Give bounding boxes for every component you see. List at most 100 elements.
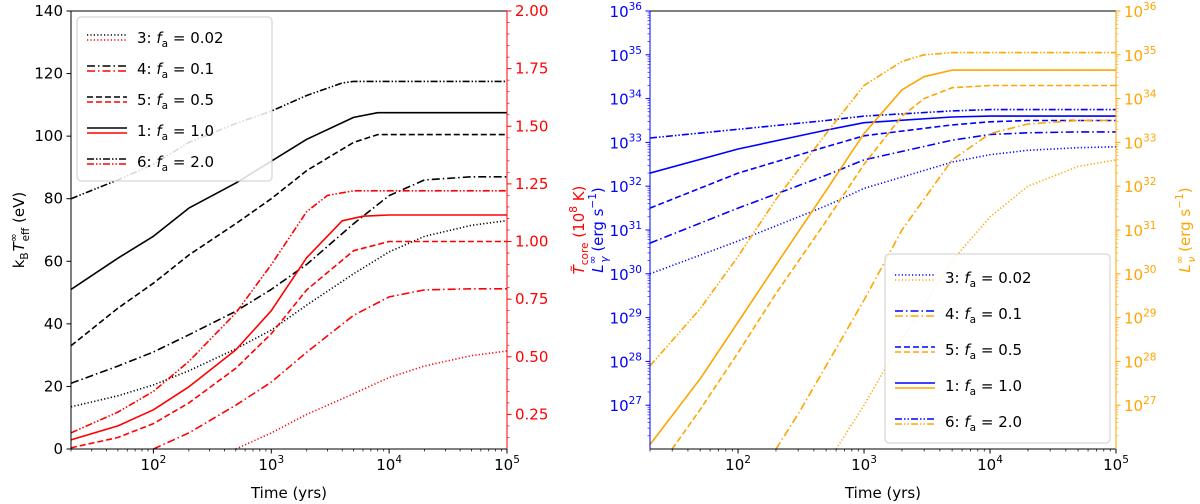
right-y-axis-label: T̃core (108 K) <box>568 186 591 275</box>
y-tick-base: 10 <box>1124 91 1143 109</box>
label-main-sup: ∞ <box>587 256 599 265</box>
legend-value: = 0.02 <box>976 269 1032 287</box>
legend-id: 4: <box>137 60 156 78</box>
series-group <box>650 51 1116 449</box>
right-y-tick-label: 1031 <box>1124 220 1156 240</box>
legend-f-sub: a <box>970 422 976 434</box>
label-main-sup: ∞ <box>1174 255 1186 264</box>
left-y-tick-label: 1028 <box>610 351 642 371</box>
label-unit: (10 <box>570 213 588 243</box>
x-tick-base: 10 <box>977 456 996 474</box>
legend-label-4: 4: fa = 0.1 <box>945 305 1022 326</box>
label-unit-end: K) <box>570 186 588 206</box>
y-tick-exponent: 34 <box>629 89 643 101</box>
y-tick-exponent: 32 <box>629 176 642 188</box>
right-y-tick-label: 1.50 <box>515 117 548 135</box>
y-tick-exponent: 29 <box>1143 308 1156 320</box>
x-tick-base: 10 <box>1103 456 1122 474</box>
x-tick-exponent: 5 <box>1122 454 1129 466</box>
left-y-tick-label: 1029 <box>610 308 642 328</box>
legend-id: 5: <box>945 341 964 359</box>
series-left-6-line <box>650 108 1116 139</box>
left-y-tick-label: 1033 <box>610 132 642 152</box>
legend-value: = 0.02 <box>168 29 224 47</box>
left-y-tick-label: 1030 <box>610 264 642 284</box>
right-y-tick-label: 1036 <box>1124 1 1157 21</box>
legend-box <box>76 16 273 182</box>
series-left-3-line <box>650 146 1116 275</box>
series-right-1-line <box>71 214 507 441</box>
label-main: T̃ <box>569 263 588 274</box>
legend-id: 5: <box>137 91 156 109</box>
left-y-tick-label: 1036 <box>610 1 643 21</box>
legend-f-sub: a <box>970 350 976 362</box>
legend-label-3: 3: fa = 0.02 <box>137 29 224 50</box>
legend-label-4: 4: fa = 0.1 <box>137 60 214 81</box>
legend-value: = 2.0 <box>168 153 214 171</box>
label-main-sub: core <box>579 242 591 265</box>
y-tick-base: 10 <box>610 134 629 152</box>
x-tick-exponent: 2 <box>160 454 167 466</box>
y-tick-base: 10 <box>610 266 629 284</box>
legend-box <box>884 253 1111 444</box>
x-tick-base: 10 <box>376 456 395 474</box>
legend: 3: fa = 0.024: fa = 0.15: fa = 0.51: fa … <box>884 253 1111 444</box>
y-tick-base: 10 <box>1124 397 1143 415</box>
y-tick-base: 10 <box>610 310 629 328</box>
y-tick-base: 10 <box>610 47 629 65</box>
y-tick-base: 10 <box>610 178 629 196</box>
legend: 3: fa = 0.024: fa = 0.15: fa = 0.51: fa … <box>76 16 273 182</box>
label-unit-end: ) <box>1176 187 1194 193</box>
x-tick-base: 10 <box>494 456 513 474</box>
y-tick-exponent: 34 <box>1143 89 1157 101</box>
legend-f-sub: a <box>970 386 976 398</box>
y-tick-base: 10 <box>1124 178 1143 196</box>
legend-label-6: 6: fa = 2.0 <box>137 153 214 174</box>
left-y-tick-label: 1031 <box>610 220 642 240</box>
y-tick-exponent: 36 <box>629 1 643 13</box>
x-tick-exponent: 4 <box>996 454 1003 466</box>
left-y-tick-label: 60 <box>44 252 63 270</box>
series-right-6-line <box>71 190 507 434</box>
legend-label-1: 1: fa = 1.0 <box>137 122 214 143</box>
label-unit: (eV) <box>10 192 28 228</box>
x-tick-base: 10 <box>258 456 277 474</box>
left-y-axis-label: L∞γ (erg s−1) <box>587 187 611 273</box>
series-left-5-line <box>71 133 507 347</box>
legend-f: f <box>156 153 164 171</box>
y-tick-base: 10 <box>1124 222 1143 240</box>
y-tick-base: 10 <box>610 222 629 240</box>
legend-id: 6: <box>945 413 964 431</box>
y-tick-exponent: 35 <box>1143 45 1156 57</box>
legend-f: f <box>156 60 164 78</box>
series-left-1-line <box>650 115 1116 174</box>
legend-f: f <box>964 269 972 287</box>
label-main-sup: ∞ <box>8 233 20 242</box>
legend-f: f <box>156 91 164 109</box>
series-right-5-line <box>71 240 507 449</box>
right-y-axis-label: L∞ν (erg s−1) <box>1174 187 1198 272</box>
label-unit: (erg s <box>1176 209 1194 257</box>
y-tick-exponent: 33 <box>1143 132 1156 144</box>
legend-f-sub: a <box>162 131 168 143</box>
legend-id: 1: <box>137 122 156 140</box>
x-tick-label: 103 <box>851 454 877 474</box>
series-left-4-line <box>650 131 1116 244</box>
series-right-4-line <box>775 119 1116 449</box>
legend-value: = 0.5 <box>168 91 214 109</box>
y-tick-base: 10 <box>1124 266 1143 284</box>
legend-id: 4: <box>945 305 964 323</box>
legend-f-sub: a <box>162 162 168 174</box>
right-y-tick-label: 1.75 <box>515 60 548 78</box>
x-tick-base: 10 <box>725 456 744 474</box>
x-tick-label: 104 <box>376 454 402 474</box>
y-tick-base: 10 <box>1124 310 1143 328</box>
label-base: k <box>10 259 28 268</box>
right-y-tick-label: 0.25 <box>515 405 548 423</box>
legend-label-6: 6: fa = 2.0 <box>945 413 1022 434</box>
series-right-1-line <box>650 69 1116 446</box>
x-tick-exponent: 4 <box>395 454 402 466</box>
